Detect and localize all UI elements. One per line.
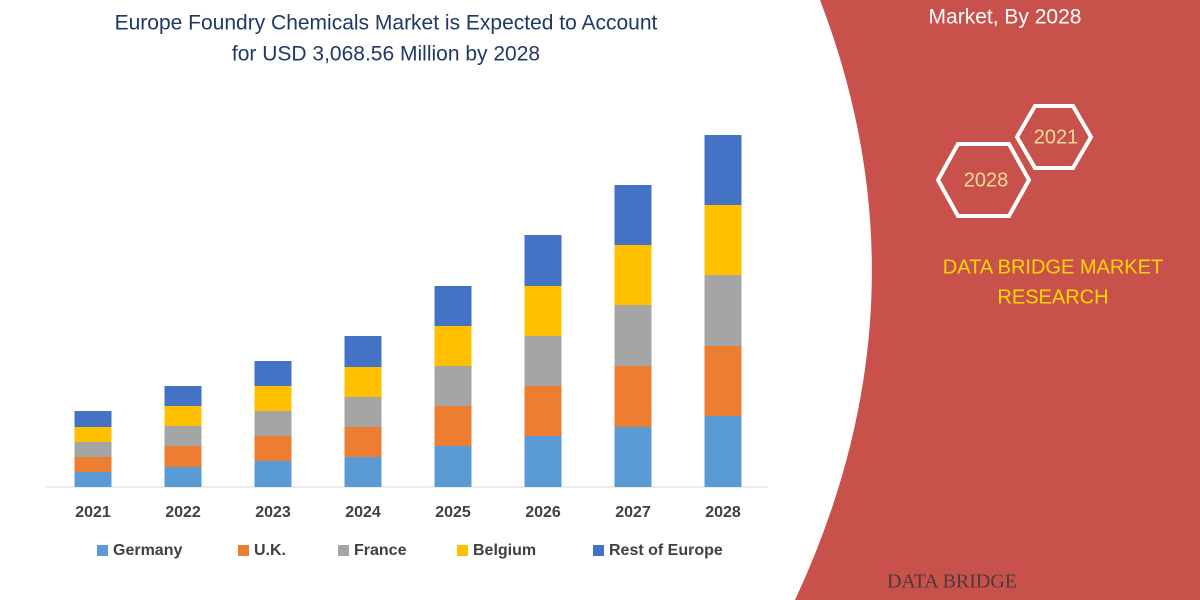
brand: RESEARCH: [997, 286, 1108, 308]
bar-segment: [434, 406, 472, 446]
hexagon: [935, 142, 1032, 218]
bar-segment: [434, 366, 472, 406]
bar-segment: [254, 461, 292, 487]
legend-label: U.K.: [254, 542, 286, 559]
bar-segment: [704, 346, 742, 416]
x-tick-label: 2025: [435, 504, 471, 521]
bar-segment: [164, 467, 202, 487]
side-panel: [795, 0, 1200, 600]
bar-segment: [704, 205, 742, 275]
legend-swatch: [457, 545, 468, 556]
bar-segment: [344, 336, 382, 367]
bar-segment: [614, 185, 652, 245]
chart-title: for USD 3,068.56 Million by 2028: [232, 43, 540, 66]
legend-label: Germany: [113, 542, 182, 559]
bar-segment: [524, 286, 562, 336]
bar-segment: [524, 386, 562, 436]
legend-label: Rest of Europe: [609, 542, 723, 559]
bar-segment: [434, 446, 472, 487]
bar-segment: [164, 406, 202, 426]
legend-swatch: [97, 545, 108, 556]
x-tick-label: 2023: [255, 504, 291, 521]
bar-segment: [164, 426, 202, 446]
x-tick-label: 2026: [525, 504, 561, 521]
bar-segment: [704, 275, 742, 346]
bar-segment: [254, 436, 292, 461]
x-tick-label: 2028: [705, 504, 741, 521]
bar-segment: [344, 457, 382, 487]
hexagon: [1014, 104, 1094, 170]
x-tick-label: 2021: [75, 504, 111, 521]
legend-label: France: [354, 542, 407, 559]
bar-segment: [254, 411, 292, 436]
bar-segment: [614, 427, 652, 487]
panel-heading: Market, By 2028: [929, 6, 1082, 29]
legend-swatch: [593, 545, 604, 556]
bar-segment: [164, 386, 202, 406]
legend-label: Belgium: [473, 542, 536, 559]
bar-segment: [524, 235, 562, 286]
bar-segment: [344, 427, 382, 457]
badge: 2021: [1034, 126, 1079, 148]
bar-segment: [704, 135, 742, 205]
bar-segment: [344, 367, 382, 397]
bar-segment: [74, 442, 112, 457]
bar-segment: [434, 286, 472, 326]
bar-segment: [74, 411, 112, 427]
bar-segment: [614, 366, 652, 427]
bar-segment: [164, 446, 202, 467]
bar-segment: [74, 457, 112, 472]
bar-segment: [74, 427, 112, 442]
x-tick-label: 2027: [615, 504, 651, 521]
chart-title: Europe Foundry Chemicals Market is Expec…: [115, 12, 658, 35]
logo: DATA BRIDGE: [887, 571, 1017, 593]
badge: 2028: [964, 169, 1009, 191]
bar-segment: [524, 336, 562, 386]
bar-segment: [704, 416, 742, 487]
bar-segment: [524, 436, 562, 487]
bar-segment: [254, 386, 292, 411]
bar-segment: [434, 326, 472, 366]
bar-segment: [614, 305, 652, 366]
legend-swatch: [238, 545, 249, 556]
bar-segment: [254, 361, 292, 386]
x-tick-label: 2024: [345, 504, 381, 521]
brand: DATA BRIDGE MARKET: [943, 256, 1163, 278]
bar-segment: [614, 245, 652, 305]
x-tick-label: 2022: [165, 504, 201, 521]
bar-segment: [74, 472, 112, 487]
bar-segment: [344, 397, 382, 427]
legend-swatch: [338, 545, 349, 556]
